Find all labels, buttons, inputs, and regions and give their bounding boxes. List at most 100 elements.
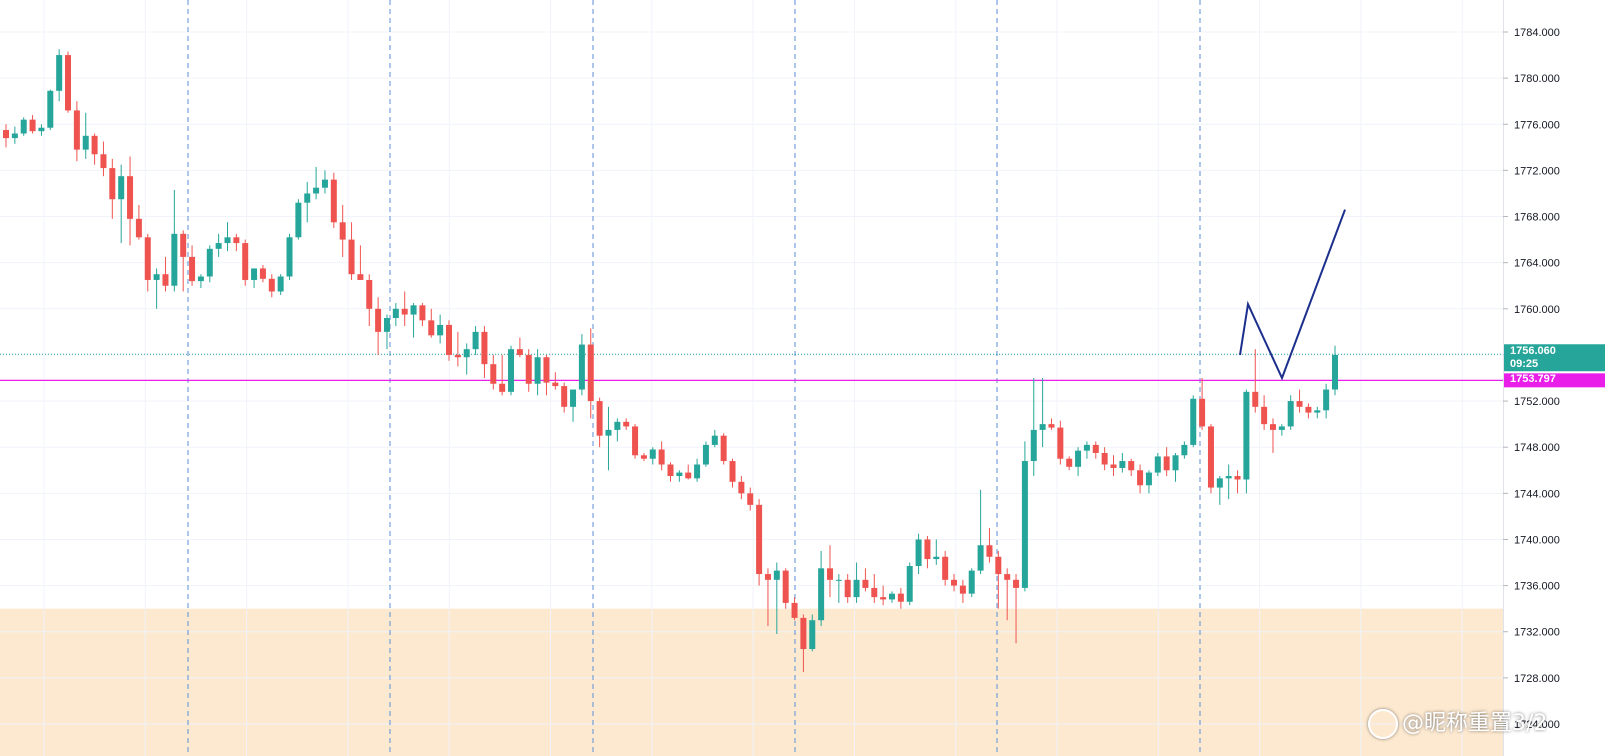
candle-body: [871, 587, 878, 598]
price-tick-label: 1748.000: [1514, 442, 1560, 454]
candle-body: [11, 133, 18, 139]
candle-body: [977, 545, 984, 571]
candle-body: [986, 545, 993, 557]
candle-body: [1145, 472, 1152, 486]
candle-body: [91, 135, 98, 155]
candle: [880, 585, 887, 606]
candle-body: [109, 168, 116, 200]
candle-body: [127, 176, 134, 219]
price-tick-label: 1728.000: [1514, 673, 1560, 685]
candle-body: [463, 349, 470, 358]
candle: [357, 245, 364, 280]
candle-body: [587, 344, 594, 402]
candle-body: [747, 493, 754, 505]
candle-body: [889, 593, 895, 600]
candle: [933, 539, 940, 565]
candle: [640, 452, 647, 462]
candle-body: [499, 383, 506, 392]
price-tick-label: 1768.000: [1514, 212, 1560, 224]
candle: [180, 230, 187, 292]
candle-body: [525, 354, 532, 384]
candle-body: [38, 127, 45, 132]
candle: [1190, 395, 1197, 448]
candle-body: [286, 237, 293, 277]
candle-body: [667, 464, 674, 477]
price-tick-label: 1772.000: [1514, 165, 1560, 177]
candle: [995, 551, 1002, 609]
candle-body: [632, 426, 639, 456]
candle: [268, 274, 275, 298]
candle-body: [100, 154, 107, 169]
last-price-label: 1756.060 09:25: [1504, 345, 1605, 371]
candle: [1163, 447, 1170, 477]
candle: [942, 551, 949, 586]
level-price-value: 1753.797: [1510, 373, 1556, 386]
candle-body: [1066, 458, 1073, 467]
candle-body: [357, 274, 364, 280]
candle-body: [1048, 424, 1055, 428]
price-tick-label: 1760.000: [1514, 304, 1560, 316]
candle: [1154, 452, 1161, 477]
candle: [313, 166, 320, 200]
candle: [127, 156, 134, 246]
candle: [1234, 470, 1241, 494]
candle: [348, 222, 355, 280]
candle-body: [1013, 579, 1020, 588]
candle-body: [658, 449, 665, 465]
candle: [924, 536, 931, 569]
candle-body: [180, 233, 187, 257]
candles: [3, 49, 1338, 673]
candle: [215, 233, 222, 257]
candle-body: [330, 179, 337, 223]
candle: [224, 222, 231, 252]
candle: [561, 382, 568, 413]
candle-body: [685, 472, 692, 479]
price-tick-label: 1736.000: [1514, 581, 1560, 593]
candle: [782, 568, 789, 609]
candle: [658, 441, 665, 471]
candle: [1092, 441, 1099, 459]
candle: [871, 574, 878, 603]
candle: [100, 141, 107, 177]
candle-body: [543, 357, 550, 383]
candle-body: [1075, 450, 1082, 467]
candle-body: [1128, 461, 1135, 471]
candle-body: [1252, 391, 1259, 407]
candle: [570, 389, 577, 422]
candle: [109, 158, 116, 219]
candle: [809, 614, 816, 652]
candle: [437, 314, 444, 344]
candle: [1296, 389, 1303, 413]
candle: [490, 354, 497, 390]
candle-body: [968, 570, 975, 594]
candle: [1057, 420, 1064, 465]
candle-body: [578, 344, 585, 390]
candle: [649, 447, 656, 465]
candle: [844, 574, 851, 603]
candle: [277, 274, 284, 295]
candle: [1287, 395, 1294, 430]
candle-body: [428, 320, 435, 336]
candle: [773, 562, 780, 635]
candle-body: [1119, 461, 1126, 468]
price-axis: 1784.000 1780.000 1776.000 1772.000 1768.000…: [1503, 0, 1605, 756]
horizontal-lines: [0, 353, 1503, 381]
candle: [206, 245, 213, 283]
price-tick-label: 1752.000: [1514, 396, 1560, 408]
candle: [366, 274, 373, 327]
candle: [410, 303, 417, 338]
candle: [330, 172, 337, 229]
candle-body: [552, 382, 559, 387]
candle: [1199, 378, 1206, 430]
candle-body: [818, 568, 825, 621]
candle: [1216, 476, 1223, 505]
candle: [1137, 464, 1144, 494]
candle-body: [614, 421, 621, 430]
candle: [1252, 349, 1259, 413]
candle-body: [1030, 429, 1037, 462]
candle-body: [3, 130, 9, 139]
candle: [171, 190, 178, 292]
candle-body: [1287, 401, 1294, 427]
candle: [1172, 452, 1179, 482]
